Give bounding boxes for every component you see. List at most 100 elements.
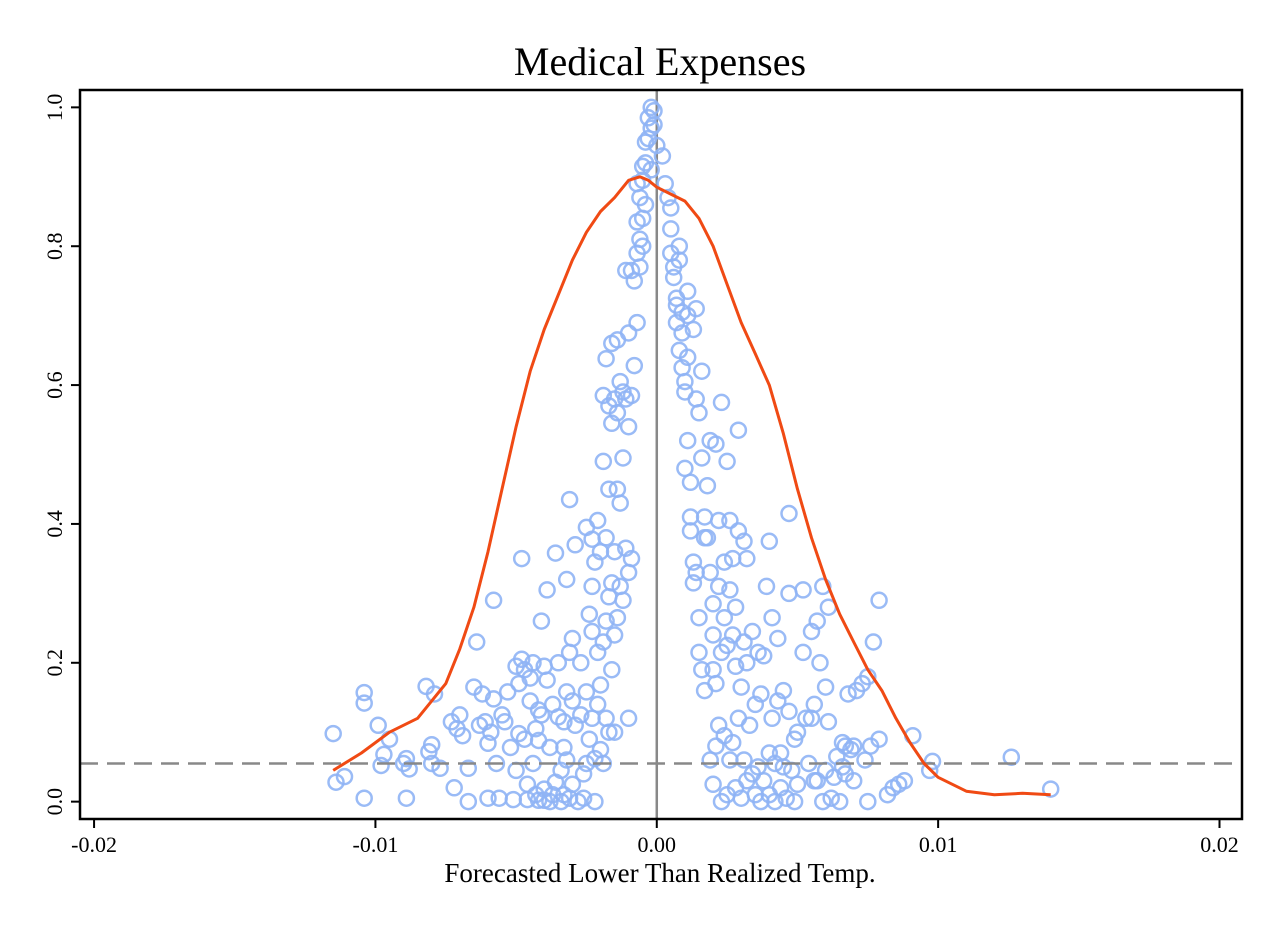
scatter-point	[560, 490, 579, 509]
scatter-point	[572, 706, 590, 724]
scatter-point	[687, 390, 705, 408]
scatter-point	[583, 622, 601, 641]
scatter-point	[684, 320, 703, 339]
x-tick-label: 0.01	[919, 832, 958, 857]
scatter-point	[830, 792, 849, 811]
scatter-point	[805, 695, 824, 714]
scatter-point	[709, 511, 728, 530]
scatter-point	[608, 404, 627, 422]
scatter-point	[797, 709, 815, 728]
scatter-point	[600, 480, 618, 498]
scatter-point	[723, 733, 742, 752]
scatter-point	[698, 476, 717, 495]
scatter-point	[375, 745, 393, 764]
scatter-point	[712, 393, 731, 412]
scatter-point	[625, 356, 644, 375]
y-tick-label: 0.6	[42, 371, 67, 399]
scatter-point	[729, 421, 748, 439]
scatter-point	[572, 654, 590, 672]
scatter-point	[479, 789, 497, 807]
scatter-point	[588, 511, 607, 530]
scatter-point	[397, 749, 416, 768]
scatter-point	[707, 435, 725, 453]
scatter-point	[510, 724, 528, 743]
scatter-point	[577, 683, 596, 701]
scatter-point	[611, 494, 629, 512]
scatter-point	[814, 577, 832, 596]
scatter-point	[839, 685, 857, 703]
scatter-point	[788, 775, 807, 794]
scatter-point	[507, 761, 525, 780]
chart-title: Medical Expenses	[514, 39, 806, 84]
scatter-point	[735, 532, 753, 551]
scatter-point	[546, 544, 565, 562]
scatter-point	[563, 629, 582, 648]
scatter-point	[825, 768, 843, 787]
scatter-point	[453, 726, 472, 745]
scatter-point	[704, 775, 722, 794]
scatter-point	[549, 708, 568, 726]
scatter-point	[687, 299, 705, 318]
scatter-point	[859, 792, 877, 811]
scatter-point	[676, 372, 694, 391]
scatter-point	[622, 549, 641, 568]
plot-frame	[78, 88, 1244, 821]
scatter-point	[496, 713, 514, 731]
scatter-point	[735, 751, 753, 769]
scatter-point	[369, 716, 387, 735]
scatter-point	[870, 591, 888, 610]
scatter-point	[732, 678, 750, 696]
y-tick-label: 0.4	[42, 510, 67, 538]
scatter-point	[690, 643, 708, 662]
scatter-point	[690, 608, 708, 627]
scatter-point	[633, 237, 652, 255]
scatter-point	[819, 713, 838, 731]
scatter-point	[721, 751, 739, 769]
scatter-point	[557, 683, 576, 701]
scatter-point	[459, 792, 478, 811]
scatter-point	[484, 690, 503, 708]
scatter-point	[695, 508, 714, 526]
y-tick-label: 0.0	[42, 788, 67, 816]
scatter-point	[555, 713, 573, 731]
scatter-point	[355, 683, 373, 702]
y-tick-label: 1.0	[42, 94, 67, 122]
scatter-point	[628, 313, 646, 332]
scatter-point	[521, 692, 539, 710]
scatter-point	[479, 734, 497, 753]
scatter-point	[777, 789, 795, 807]
scatter-point	[563, 775, 582, 794]
scatter-point	[484, 591, 503, 610]
scatter-point	[324, 724, 342, 743]
scatter-point	[780, 584, 798, 603]
scatter-point	[355, 694, 373, 712]
scatter-point	[1041, 780, 1060, 798]
scatter-point	[726, 598, 745, 616]
scatter-point	[549, 654, 568, 672]
scatter-point	[780, 702, 798, 721]
scatter-point	[678, 348, 697, 367]
scatter-point	[729, 709, 748, 728]
x-tick-label: -0.01	[353, 832, 399, 857]
scatter-point	[645, 115, 663, 134]
x-tick-label: 0.00	[638, 832, 677, 857]
x-axis-title: Forecasted Lower Than Realized Temp.	[444, 858, 875, 888]
scatter-point	[664, 268, 683, 287]
scatter-point	[425, 685, 444, 703]
scatter-point	[532, 612, 551, 630]
scatter-point	[605, 626, 624, 644]
scatter-point	[678, 282, 697, 301]
scatter-point	[704, 660, 722, 679]
scatter-point	[580, 730, 599, 748]
scatter-point	[864, 633, 883, 651]
scatter-point	[774, 758, 793, 776]
scatter-point	[498, 683, 517, 701]
scatter-point	[794, 643, 812, 662]
scatter-point	[490, 789, 508, 807]
scatter-point	[586, 792, 604, 811]
x-tick-label: -0.02	[71, 832, 117, 857]
scatter-point	[642, 98, 660, 117]
scatter-point	[603, 660, 621, 679]
scatter-point	[335, 767, 354, 786]
scatter-point	[600, 723, 618, 741]
